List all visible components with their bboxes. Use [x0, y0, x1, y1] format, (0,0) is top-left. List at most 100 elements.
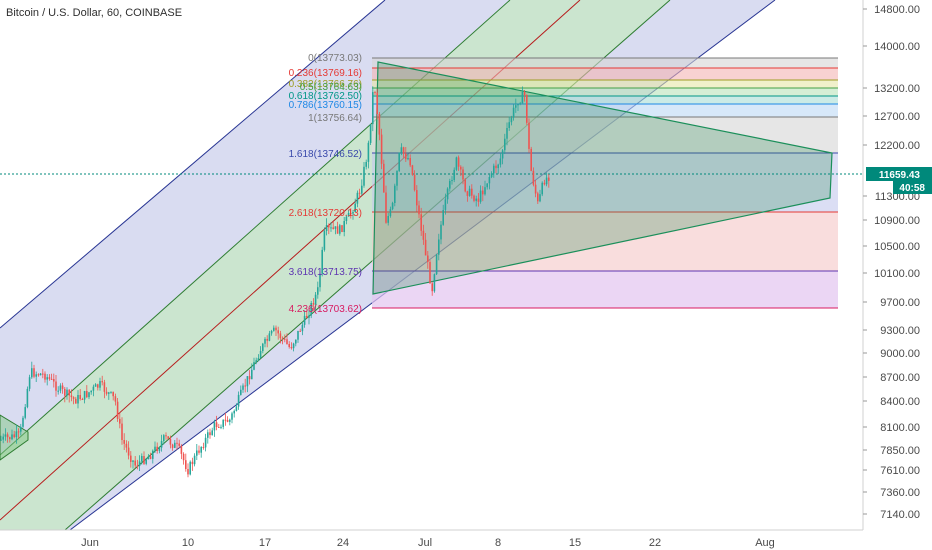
candle-body	[543, 182, 546, 185]
candle-body	[174, 442, 176, 448]
candle-body	[312, 303, 315, 305]
candle-body	[4, 434, 7, 437]
candle-body	[339, 225, 341, 234]
price-tick-label: 7610.00	[880, 465, 920, 477]
candle-body	[176, 442, 178, 444]
candle-body	[506, 128, 508, 139]
candle-body	[233, 410, 235, 414]
candle-body	[541, 182, 543, 195]
candle-body	[354, 203, 356, 212]
candle-body	[299, 330, 301, 332]
candle-body	[198, 450, 200, 453]
candle-body	[343, 221, 345, 232]
price-tick-label: 7360.00	[880, 487, 920, 499]
candle-body	[64, 388, 66, 396]
candle-body	[66, 389, 68, 396]
candle-body	[224, 419, 227, 421]
candle-body	[367, 142, 370, 162]
candle-body	[136, 465, 139, 467]
candle-body	[409, 158, 411, 166]
candle-body	[292, 343, 295, 349]
candle-body	[215, 422, 218, 427]
candle-body	[369, 124, 372, 143]
fib-label-3618: 3.618(13713.75)	[289, 267, 362, 278]
candle-body	[110, 391, 112, 393]
candle-body	[314, 294, 317, 305]
price-tick-label: 14800.00	[874, 4, 920, 16]
candle-body	[242, 385, 244, 390]
candle-body	[284, 338, 286, 340]
candle-body	[328, 225, 330, 228]
candle-body	[141, 456, 143, 462]
candle-body	[202, 447, 205, 448]
candle-body	[345, 216, 348, 221]
price-axis[interactable]: 14800.00 14000.00 13200.00 12700.00 12200.00…	[862, 0, 932, 530]
fib-label-05: 0.5(13764.63)	[300, 82, 362, 93]
candle-body	[92, 386, 95, 391]
candle-body	[442, 210, 444, 225]
candle-body	[187, 469, 189, 475]
candle-body	[9, 437, 11, 440]
candle-body	[68, 389, 70, 396]
price-tick-label: 8400.00	[880, 396, 920, 408]
candle-body	[308, 315, 310, 318]
channel-upper-line	[0, 0, 386, 329]
candle-body	[477, 198, 480, 202]
candle-body	[39, 373, 42, 376]
candle-body	[123, 440, 125, 444]
candle-body	[378, 114, 381, 135]
candle-body	[196, 450, 198, 456]
time-axis[interactable]: Jun 10 17 24 Jul 8 15 22 Aug	[0, 529, 863, 549]
candle-body	[429, 262, 431, 284]
candle-body	[158, 447, 161, 451]
candle-body	[444, 199, 447, 210]
candle-body	[28, 377, 31, 389]
fib-label-1618: 1.618(13746.52)	[289, 149, 362, 160]
candle-body	[317, 287, 319, 295]
candle-body	[501, 150, 504, 159]
candle-body	[374, 92, 376, 94]
chart-title: Bitcoin / U.S. Dollar, 60, COINBASE	[6, 7, 182, 19]
candle-body	[332, 227, 334, 229]
candle-body	[537, 193, 539, 202]
fib-label-1: 1(13756.64)	[308, 113, 362, 124]
candle-body	[528, 122, 530, 149]
candle-body	[372, 92, 374, 125]
plot-area[interactable]: 0(13773.03) 0.236(13769.16) 0.382(13766.…	[0, 0, 863, 530]
candle-body	[534, 184, 537, 194]
candle-body	[112, 391, 114, 397]
fib-label-0236: 0.236(13769.16)	[289, 68, 362, 79]
price-tick-label: 10900.00	[874, 215, 920, 227]
candle-body	[33, 368, 35, 377]
candle-body	[26, 388, 29, 408]
candle-body	[455, 157, 458, 170]
candle-body	[229, 419, 231, 422]
candle-body	[457, 157, 460, 167]
candle-body	[200, 447, 202, 453]
price-tick-label: 8700.00	[880, 372, 920, 384]
candle-body	[209, 432, 211, 436]
candle-body	[286, 339, 288, 344]
candle-body	[90, 390, 92, 393]
fib-labels: 0(13773.03) 0.236(13769.16) 0.382(13766.…	[289, 53, 362, 315]
candle-body	[191, 461, 194, 465]
time-tick-label: 10	[182, 537, 194, 549]
candle-body	[6, 434, 9, 438]
candle-body	[420, 214, 422, 231]
candle-body	[288, 344, 290, 347]
candle-body	[446, 188, 449, 200]
candle-body	[46, 377, 48, 380]
candle-body	[380, 134, 383, 164]
candle-body	[493, 165, 495, 174]
candle-body	[163, 435, 165, 441]
candle-body	[264, 338, 266, 344]
last-price-value: 11659.43	[879, 170, 921, 181]
fib-label-0: 0(13773.03)	[308, 53, 362, 64]
candle-body	[356, 192, 359, 204]
triangle-pattern	[372, 61, 833, 295]
candle-body	[235, 406, 238, 411]
candle-body	[499, 158, 502, 165]
candle-body	[237, 394, 240, 407]
candle-body	[394, 185, 396, 203]
